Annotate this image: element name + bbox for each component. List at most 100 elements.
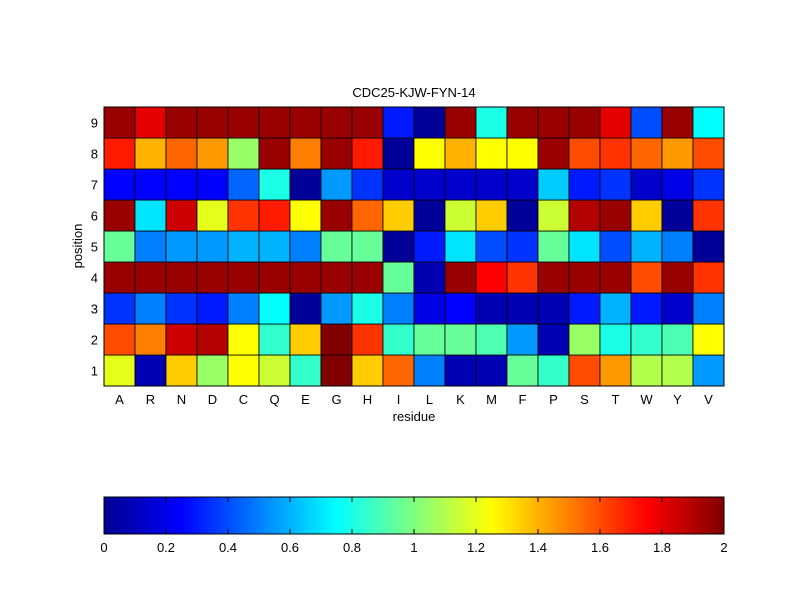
heatmap-cell (165, 292, 198, 325)
heatmap-cell (351, 292, 384, 325)
heatmap-cell (506, 230, 539, 263)
x-tick-label: W (640, 392, 653, 407)
x-tick-label: C (239, 392, 248, 407)
heatmap-cell (351, 230, 384, 263)
heatmap-cell (165, 199, 198, 232)
heatmap-cell (196, 292, 229, 325)
heatmap-cell (506, 199, 539, 232)
colorbar-tick-label: 0.4 (219, 540, 237, 555)
heatmap-cell (320, 168, 353, 201)
heatmap-cell (382, 137, 415, 170)
heatmap-cell (134, 199, 167, 232)
heatmap-cell (196, 323, 229, 356)
heatmap-cell (413, 230, 446, 263)
heatmap-cell (134, 168, 167, 201)
heatmap-cell (599, 354, 632, 387)
heatmap-cell (382, 106, 415, 139)
heatmap-cell (599, 261, 632, 294)
heatmap-cell (103, 199, 136, 232)
x-tick-label: N (177, 392, 186, 407)
heatmap-cell (134, 106, 167, 139)
heatmap-cell (692, 354, 725, 387)
heatmap-cell (289, 323, 322, 356)
heatmap-cell (289, 292, 322, 325)
heatmap-cell (196, 230, 229, 263)
heatmap-cell (661, 137, 694, 170)
heatmap-cell (692, 261, 725, 294)
heatmap-cell (258, 292, 291, 325)
heatmap-cell (475, 168, 508, 201)
heatmap-cell (568, 323, 601, 356)
heatmap-cell (165, 323, 198, 356)
colorbar (103, 496, 725, 535)
heatmap-cell (475, 137, 508, 170)
heatmap-cell (661, 354, 694, 387)
heatmap-cell (537, 292, 570, 325)
heatmap-cell (475, 323, 508, 356)
heatmap-cell (630, 354, 663, 387)
x-tick-label: E (301, 392, 310, 407)
heatmap-cell (351, 137, 384, 170)
heatmap-cell (506, 261, 539, 294)
x-tick-label: S (580, 392, 589, 407)
x-tick-label: Q (269, 392, 279, 407)
heatmap-cell (134, 230, 167, 263)
heatmap-cell (165, 354, 198, 387)
heatmap-cell (413, 137, 446, 170)
heatmap-cell (196, 106, 229, 139)
plot-frame (103, 106, 725, 387)
heatmap-cell (444, 323, 477, 356)
heatmap-cell (227, 354, 260, 387)
heatmap-cell (444, 199, 477, 232)
colorbar-tick-label: 0.6 (281, 540, 299, 555)
heatmap-cell (103, 292, 136, 325)
heatmap-cell (258, 323, 291, 356)
heatmap-cell (475, 261, 508, 294)
heatmap-cell (661, 292, 694, 325)
heatmap-cell (165, 137, 198, 170)
heatmap-cell (568, 106, 601, 139)
heatmap-cell (258, 230, 291, 263)
y-tick-label: 6 (91, 209, 98, 224)
y-axis-label: position (70, 224, 85, 269)
heatmap-cell (568, 230, 601, 263)
heatmap-cell (227, 292, 260, 325)
heatmap-cell (537, 199, 570, 232)
heatmap-cell (103, 106, 136, 139)
heatmap-cell (661, 106, 694, 139)
heatmap-cell (320, 323, 353, 356)
x-tick-label: G (331, 392, 341, 407)
heatmap-cell (413, 199, 446, 232)
heatmap-cell (661, 168, 694, 201)
heatmap-cell (537, 230, 570, 263)
heatmap-cell (103, 323, 136, 356)
heatmap-cell (320, 261, 353, 294)
heatmap-cell (351, 323, 384, 356)
y-tick-label: 2 (91, 333, 98, 348)
heatmap-cell (382, 354, 415, 387)
heatmap-cell (630, 137, 663, 170)
heatmap-cell (227, 261, 260, 294)
heatmap-cell (413, 292, 446, 325)
heatmap-cell (103, 137, 136, 170)
heatmap-cell (506, 323, 539, 356)
heatmap-cell (103, 230, 136, 263)
heatmap-cell (103, 168, 136, 201)
heatmap-cell (568, 292, 601, 325)
heatmap-cell (475, 354, 508, 387)
colorbar-tick-label: 0 (100, 540, 107, 555)
heatmap-cell (506, 354, 539, 387)
heatmap-cell (196, 137, 229, 170)
heatmap-cell (413, 106, 446, 139)
heatmap-cell (692, 168, 725, 201)
x-tick-label: A (115, 392, 124, 407)
heatmap-cell (382, 230, 415, 263)
heatmap-cell (382, 199, 415, 232)
heatmap-cell (599, 137, 632, 170)
heatmap-cell (413, 323, 446, 356)
x-tick-label: R (146, 392, 155, 407)
heatmap-cell (506, 137, 539, 170)
x-tick-label: M (486, 392, 497, 407)
heatmap-cell (568, 354, 601, 387)
